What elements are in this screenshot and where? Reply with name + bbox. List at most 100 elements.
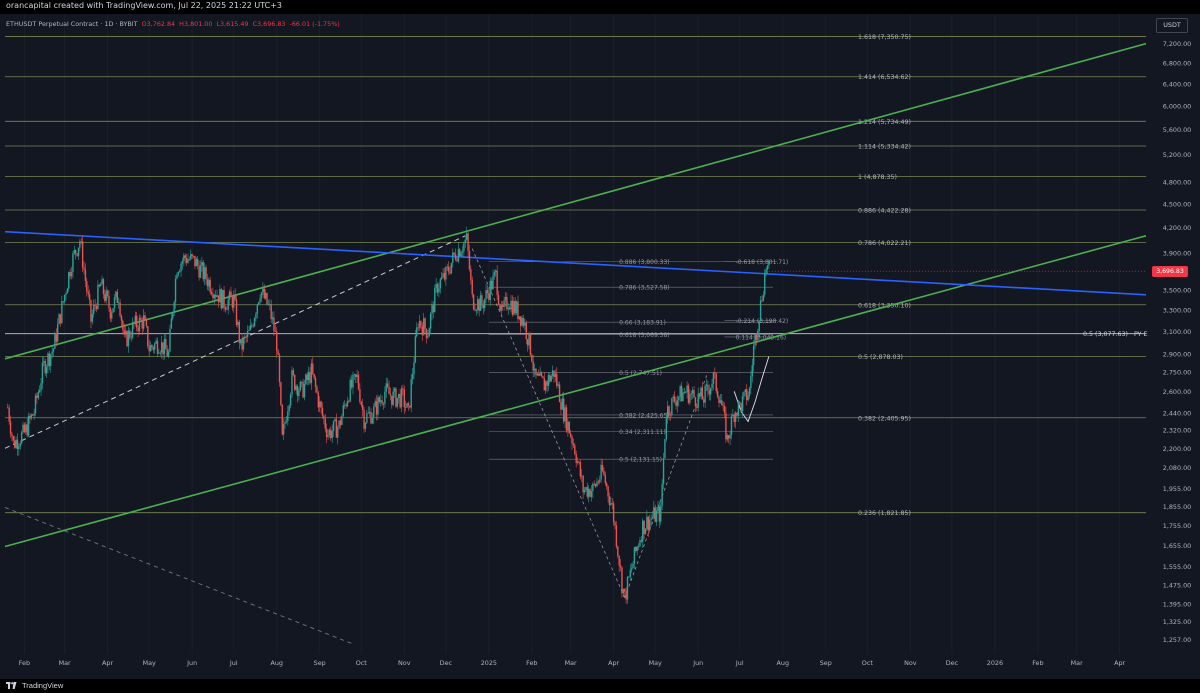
candle-body [18,446,20,450]
candle-body [127,330,130,347]
price-tick-label: 2,200.00 [1163,445,1191,453]
candle-body [715,373,717,391]
candle-body [693,390,695,398]
candle-body [155,340,157,344]
candle-body [520,316,522,326]
candle-body [465,233,468,240]
candle-body [15,439,17,448]
inner-fib-label: 0.66 (3,183.91) [619,320,666,327]
candle-body [468,250,471,270]
candle-body [367,412,369,414]
candle-body [26,424,28,436]
recent-fib-label: 0.114 (3,049.16) [736,334,786,341]
candle-body [195,259,198,267]
candle-body [547,375,550,386]
candle-body [517,301,519,320]
legend-close: C3,696.83 [252,20,286,28]
candle-body [456,259,458,262]
candle-body [8,407,10,422]
candle-body [470,269,472,280]
candle-body [421,326,424,336]
candle-body [16,439,19,450]
tradingview-logo[interactable]: TradingView [6,681,63,690]
candle-body [93,304,95,315]
chart-area[interactable]: 1.618 (7,350.75) 1.414 (6,534.62) 1.214 (5… [0,14,1200,679]
candle-body [248,329,250,331]
candle-body [239,339,242,344]
candle-body [410,379,412,408]
candle-body [253,318,256,327]
candle-body [522,317,525,326]
candle-body [533,368,536,371]
candle-body [277,350,279,355]
candle-body [176,274,178,279]
candle-body [475,309,478,311]
candle-body [411,373,414,380]
candle-body [712,372,715,384]
candle-body [388,386,390,394]
candle-body [94,304,96,306]
candle-body [141,319,143,329]
candle-body [680,386,683,402]
candle-body [122,320,124,331]
candle-body [398,393,400,398]
candle-body [549,375,551,382]
candle-body [472,294,475,310]
candle-body [507,307,509,310]
price-tick-label: 4,800.00 [1163,179,1191,187]
candle-body [619,565,622,568]
candle-body [654,507,656,522]
price-tick-label: 1,395.00 [1163,600,1191,608]
time-tick-label: Mar [565,659,577,667]
candle-body [75,249,77,254]
candle-body [600,464,602,480]
legend-open: O3,762.84 [141,20,176,28]
candle-body [701,387,704,400]
candle-body [605,483,608,487]
candle-body [730,416,733,435]
candle-body [583,489,586,493]
price-chart[interactable]: 1.618 (7,350.75) 1.414 (6,534.62) 1.214 (5… [0,14,1200,679]
candle-body [579,462,582,477]
candle-body [40,383,42,391]
candle-body [657,506,659,511]
candle-body [152,347,155,350]
candle-body [281,404,283,435]
candle-body [435,284,437,288]
candle-body [217,295,220,303]
price-tick-label: 5,600.00 [1163,126,1191,134]
candle-body [529,332,532,355]
price-tick-label: 2,320.00 [1163,427,1191,435]
pyeq-label: 0.5 (3,077.63) · PY EQ [1083,331,1152,338]
candle-body [612,503,615,523]
candle-body [45,366,48,374]
time-tick-label: Aug [270,659,282,667]
time-tick-label: Jun [692,659,703,667]
candle-body [725,413,727,440]
candle-body [729,434,731,439]
candle-body [414,336,417,363]
price-tick-label: 4,200.00 [1163,224,1191,232]
candle-body [133,322,135,325]
candle-body [459,249,461,257]
candle-body [370,411,372,424]
candle-body [154,343,156,350]
candle-body [610,503,612,505]
candle-body [197,259,199,266]
candle-body [116,291,118,303]
candle-body [216,295,218,297]
candle-body [126,331,128,347]
time-tick-label: Nov [398,659,411,667]
candle-body [294,374,296,390]
candle-body [640,540,643,542]
candle-body [227,299,229,310]
currency-button[interactable]: USDT [1156,18,1188,33]
candle-body [9,421,12,434]
price-tick-label: 2,080.00 [1163,464,1191,472]
candle-body [502,305,504,307]
candle-body [719,400,722,403]
candle-body [678,396,680,401]
plot-background [0,14,1200,679]
candle-body [762,294,765,301]
candle-body [578,461,580,463]
